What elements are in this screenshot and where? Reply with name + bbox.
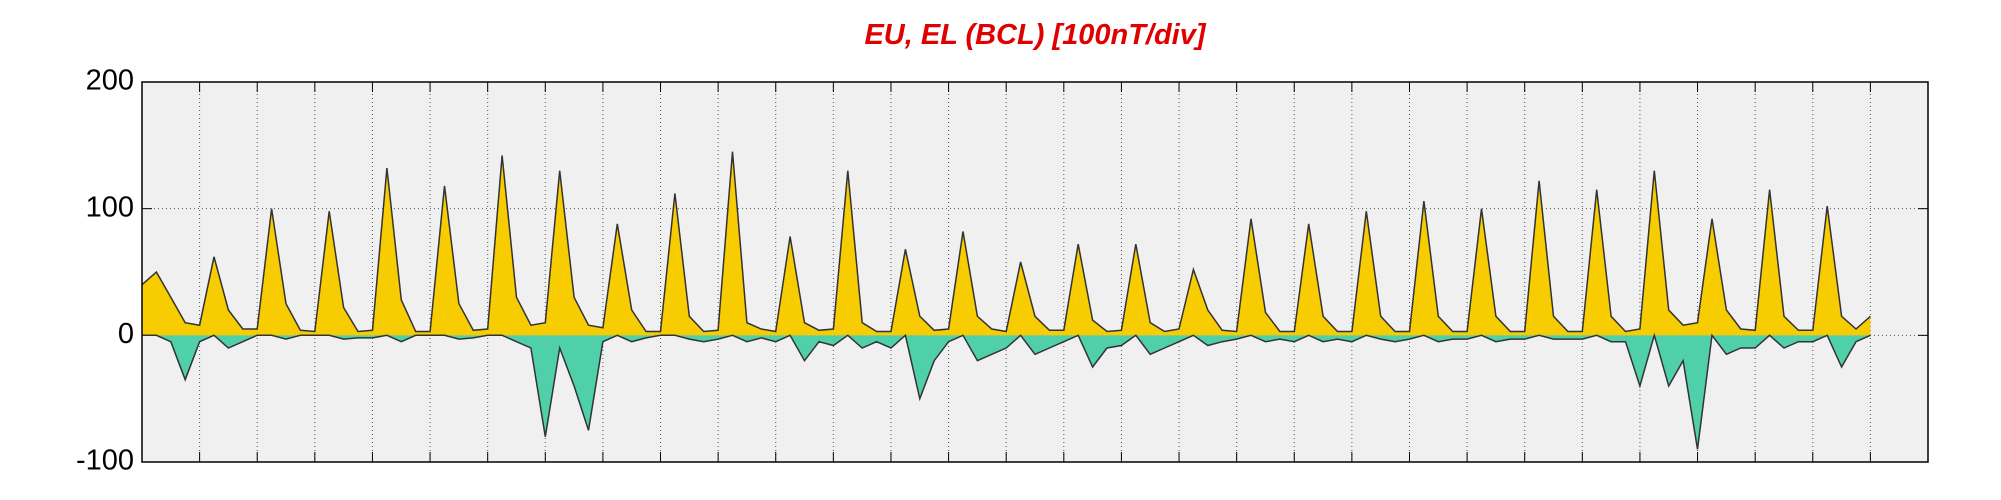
y-tick-label: -100 [76, 445, 134, 477]
y-tick-label: 0 [118, 318, 134, 350]
y-tick-label: 100 [86, 191, 134, 223]
y-tick-label: 200 [86, 65, 134, 97]
line [142, 332, 1871, 450]
chart-title: EU, EL (BCL) [100nT/div] [864, 19, 1206, 51]
area [142, 335, 1871, 450]
line [141, 151, 1871, 333]
plot-frame [141, 81, 1929, 463]
